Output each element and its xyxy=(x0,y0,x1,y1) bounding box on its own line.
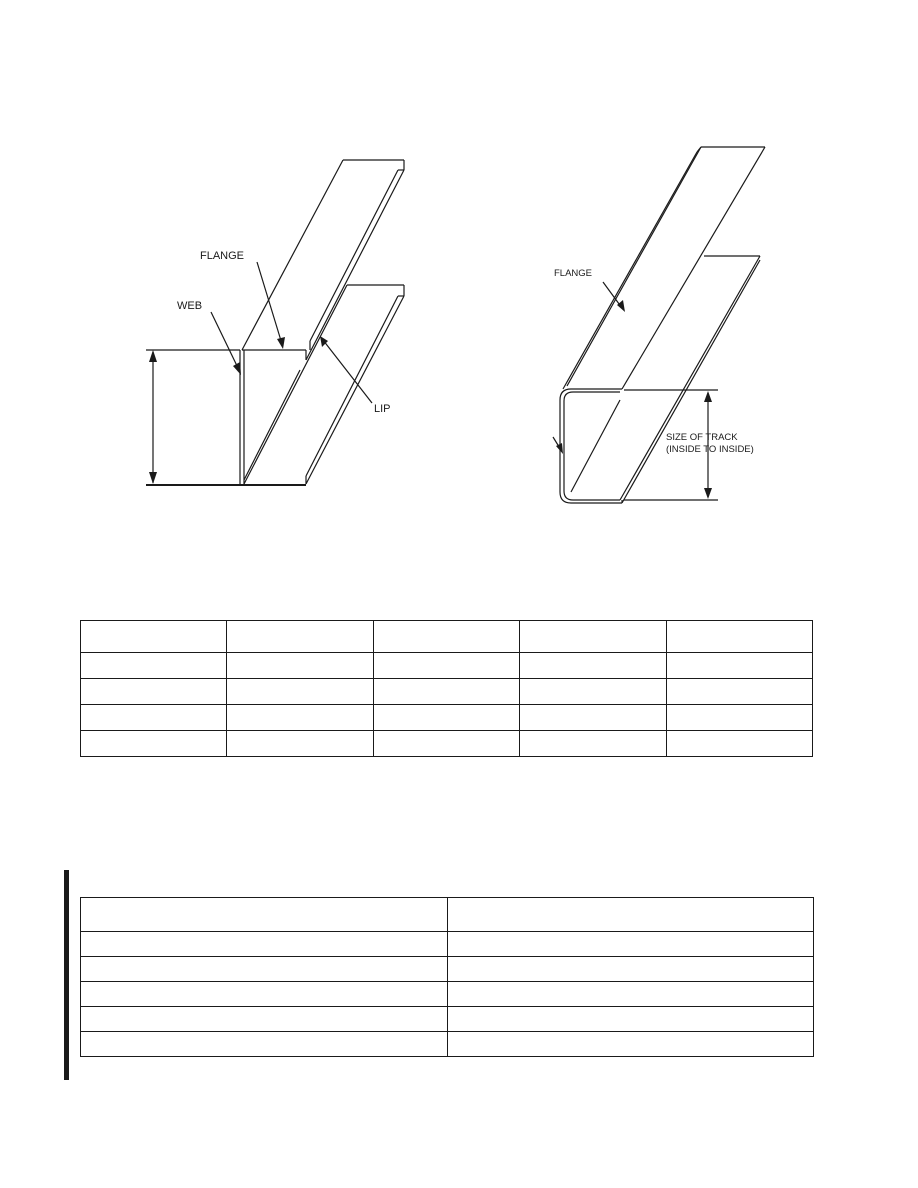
table-cell xyxy=(372,620,521,653)
stud-figure: FLANGE WEB LIP xyxy=(130,150,430,495)
table-cell xyxy=(519,704,667,731)
table-cell xyxy=(665,678,814,705)
table-row xyxy=(80,981,814,1007)
table-two xyxy=(80,897,814,1057)
revision-change-bar xyxy=(64,870,69,1080)
table-cell xyxy=(226,652,374,679)
stud-drawing xyxy=(146,159,405,486)
table-cell xyxy=(79,704,228,731)
table-cell xyxy=(447,981,814,1007)
table-row xyxy=(79,704,814,731)
table-cell xyxy=(80,897,448,932)
table-row xyxy=(79,678,814,705)
table-cell xyxy=(665,730,814,757)
table-cell xyxy=(519,678,667,705)
table-cell xyxy=(80,1031,448,1057)
table-row xyxy=(80,956,814,982)
track-figure: FLANGE SIZE OF TRACK (INSIDE TO INSIDE) xyxy=(540,140,800,510)
stud-lip-label: LIP xyxy=(374,403,391,415)
table-cell xyxy=(372,678,521,705)
stud-web-label: WEB xyxy=(177,300,203,312)
table-cell xyxy=(447,931,814,957)
table-cell xyxy=(447,897,814,932)
track-flange-label: FLANGE xyxy=(554,268,593,279)
table-cell xyxy=(80,956,448,982)
table-cell xyxy=(447,956,814,982)
track-size-label-line1: SIZE OF TRACK xyxy=(666,432,738,443)
table-cell xyxy=(80,1006,448,1032)
table-cell xyxy=(372,652,521,679)
track-size-label-line2: (INSIDE TO INSIDE) xyxy=(666,444,754,455)
table-cell xyxy=(665,704,814,731)
table-cell xyxy=(447,1031,814,1057)
table-row xyxy=(80,1006,814,1032)
table-cell xyxy=(447,1006,814,1032)
stud-flange-label: FLANGE xyxy=(200,250,245,262)
table-cell xyxy=(372,730,521,757)
table-cell xyxy=(226,704,374,731)
table-cell xyxy=(79,730,228,757)
table-row xyxy=(79,652,814,679)
track-drawing xyxy=(552,146,766,504)
table-cell xyxy=(79,678,228,705)
table-cell xyxy=(665,652,814,679)
table-cell xyxy=(226,620,374,653)
table-cell xyxy=(79,652,228,679)
table-row xyxy=(79,730,814,757)
table-row xyxy=(79,620,814,653)
table-cell xyxy=(80,981,448,1007)
table-row xyxy=(80,1031,814,1057)
table-cell xyxy=(80,931,448,957)
table-cell xyxy=(519,652,667,679)
table-cell xyxy=(519,730,667,757)
table-row xyxy=(80,931,814,957)
table-cell xyxy=(665,620,814,653)
table-cell xyxy=(226,730,374,757)
table-cell xyxy=(519,620,667,653)
table-one xyxy=(79,620,814,757)
table-cell xyxy=(226,678,374,705)
table-cell xyxy=(79,620,228,653)
table-cell xyxy=(372,704,521,731)
table-row xyxy=(80,897,814,932)
